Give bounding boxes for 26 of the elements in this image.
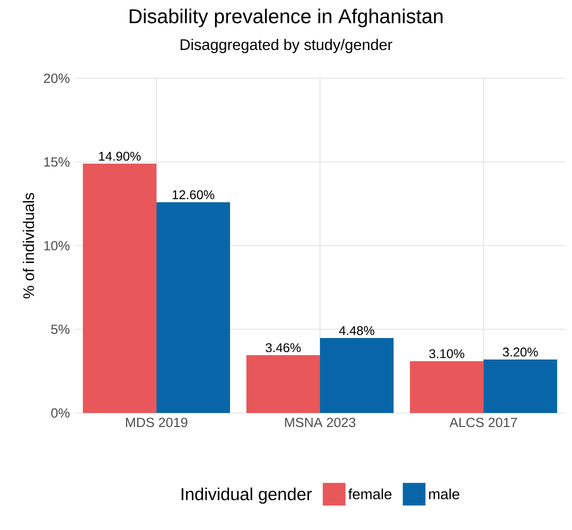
x-tick-label: MSNA 2023 xyxy=(285,418,356,428)
x-tick-label: ALCS 2017 xyxy=(449,418,517,428)
legend-title: Individual gender xyxy=(182,488,312,504)
y-tick-label: 0% xyxy=(51,408,70,418)
data-label: 3.20% xyxy=(502,348,538,357)
chart-subtitle: Disaggregated by study/gender xyxy=(180,38,392,54)
bar xyxy=(246,355,320,413)
y-tick-label: 10% xyxy=(44,240,70,250)
y-tick-label: 5% xyxy=(51,324,70,334)
bar xyxy=(82,164,156,413)
bar xyxy=(156,202,230,413)
y-axis-title: % of individuals xyxy=(22,192,34,298)
bar xyxy=(320,338,394,413)
data-label: 3.46% xyxy=(266,343,301,352)
legend-label: male xyxy=(429,488,460,500)
data-label: 14.90% xyxy=(99,152,141,161)
data-label: 4.48% xyxy=(339,326,374,336)
x-tick-label: MDS 2019 xyxy=(126,418,188,428)
chart-title: Disability prevalence in Afghanistan xyxy=(130,8,442,28)
bar xyxy=(484,359,558,413)
data-label: 12.60% xyxy=(172,190,214,200)
bar xyxy=(410,361,484,413)
y-tick-label: 20% xyxy=(44,74,70,84)
legend-label: female xyxy=(348,488,392,500)
data-label: 3.10% xyxy=(429,349,464,358)
y-tick-label: 15% xyxy=(44,157,70,167)
